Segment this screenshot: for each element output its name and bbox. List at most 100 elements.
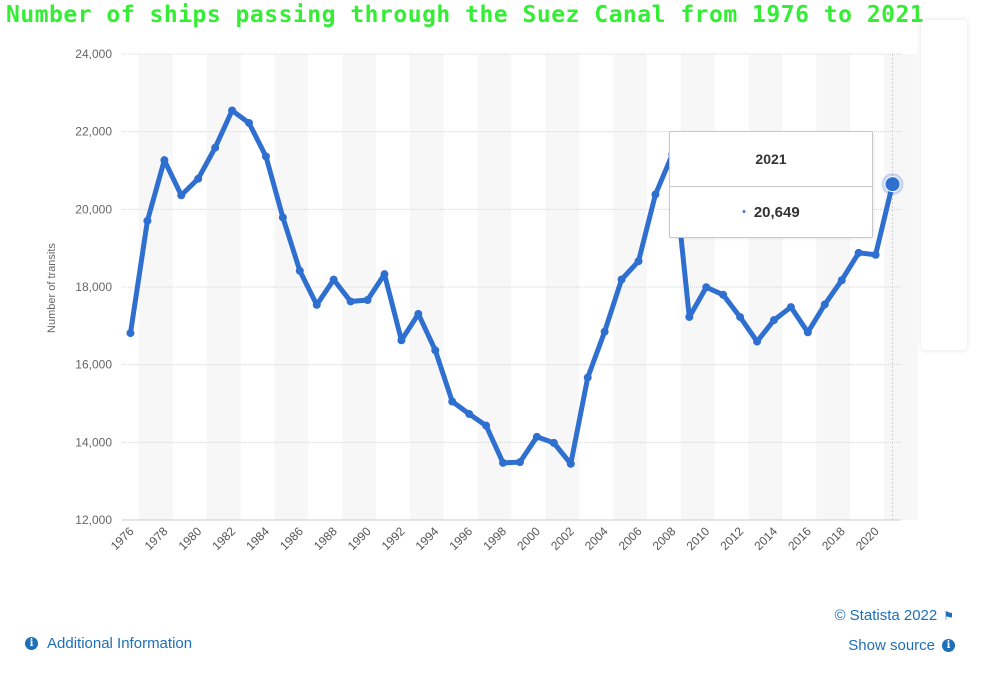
data-point [346, 297, 355, 306]
data-point [380, 270, 389, 279]
data-point [617, 275, 626, 284]
data-point [126, 329, 135, 338]
x-axis [122, 54, 901, 521]
data-point [143, 216, 152, 225]
y-tick-label: 12,000 [75, 513, 112, 527]
x-tick-label: 2008 [650, 524, 679, 553]
data-point [295, 266, 304, 275]
data-point [600, 327, 609, 336]
data-point [211, 143, 220, 152]
statista-copyright-link[interactable]: © Statista 2022 ⚑ [834, 607, 954, 624]
flag-icon: ⚑ [943, 608, 954, 623]
y-tick-label: 14,000 [75, 435, 112, 449]
data-points [126, 106, 904, 468]
data-point [803, 328, 812, 337]
data-point [414, 309, 423, 318]
x-tick-label: 2012 [717, 524, 746, 553]
x-tick-label: 2010 [684, 524, 713, 553]
copyright-label: © Statista 2022 [834, 607, 938, 624]
data-point [769, 316, 778, 325]
data-point [786, 303, 795, 312]
data-point [312, 300, 321, 309]
data-point [482, 421, 491, 430]
y-axis-label: Number of transits [46, 243, 58, 333]
x-tick-label: 1988 [311, 524, 340, 553]
data-point [634, 257, 643, 266]
x-tick-label: 1992 [379, 524, 408, 553]
highlight-point [884, 176, 901, 193]
info-icon: i [25, 637, 38, 650]
data-point [261, 152, 270, 161]
data-point [532, 432, 541, 441]
series-line [127, 108, 896, 467]
data-point [651, 190, 660, 199]
data-point [702, 283, 711, 292]
data-point [499, 458, 508, 467]
x-tick-label: 2002 [548, 524, 577, 553]
data-point [245, 118, 254, 127]
x-tick-label: 1982 [209, 524, 238, 553]
x-tick-label: 2004 [582, 524, 611, 553]
data-point [363, 296, 372, 305]
y-tick-label: 24,000 [75, 47, 112, 61]
data-point [549, 438, 558, 447]
y-axis-tick-labels: 12,000 14,000 16,000 18,000 20,000 22,000 24,0… [75, 47, 112, 527]
data-point [177, 191, 186, 200]
data-point [194, 174, 203, 183]
x-tick-label: 2006 [616, 524, 645, 553]
data-point [820, 300, 829, 309]
x-tick-label: 1984 [243, 524, 272, 553]
data-point [465, 409, 474, 418]
tooltip-year: 2021 [670, 132, 872, 187]
year-band [816, 54, 851, 520]
x-tick-label: 1986 [277, 524, 306, 553]
data-point [278, 213, 287, 222]
year-band [274, 54, 309, 520]
data-point [329, 275, 338, 284]
show-source-label: Show source [848, 637, 935, 654]
data-point [515, 458, 524, 467]
data-point [431, 346, 440, 355]
x-tick-label: 1978 [142, 524, 171, 553]
data-point [871, 250, 880, 259]
x-axis-tick-labels: 1976 1978 1980 1982 1984 1986 1988 1990 1992 1994… [108, 524, 882, 553]
y-tick-label: 16,000 [75, 358, 112, 372]
data-point [566, 459, 575, 468]
source-info-icon: i [942, 639, 955, 652]
year-band [748, 54, 783, 520]
tooltip-value: 20,649 [753, 203, 800, 221]
y-tick-label: 18,000 [75, 280, 112, 294]
x-tick-label: 1996 [447, 524, 476, 553]
data-point [228, 106, 237, 115]
tooltip-series-dot-icon: • [742, 206, 746, 218]
x-tick-label: 2018 [819, 524, 848, 553]
y-tick-label: 20,000 [75, 202, 112, 216]
data-point [736, 313, 745, 322]
x-tick-label: 1976 [108, 524, 137, 553]
x-tick-label: 1980 [176, 524, 205, 553]
x-tick-label: 2020 [853, 524, 882, 553]
data-point [854, 248, 863, 257]
data-point [685, 312, 694, 321]
x-tick-label: 1990 [345, 524, 374, 553]
x-tick-label: 2014 [751, 524, 780, 553]
x-tick-label: 1998 [480, 524, 509, 553]
data-point [397, 336, 406, 345]
side-toolbar-panel[interactable] [921, 20, 967, 350]
data-point [448, 397, 457, 406]
data-point [837, 276, 846, 285]
show-source-link[interactable]: Show source i [848, 637, 955, 654]
data-point [719, 290, 728, 299]
x-tick-label: 2016 [785, 524, 814, 553]
data-point [753, 337, 762, 346]
x-tick-label: 1994 [413, 524, 442, 553]
additional-information-link[interactable]: i Additional Information [25, 635, 192, 652]
data-point [583, 373, 592, 382]
x-tick-label: 2000 [514, 524, 543, 553]
data-point [160, 156, 169, 165]
additional-information-label: Additional Information [47, 635, 193, 652]
chart-title: Number of ships passing through the Suez… [6, 2, 925, 28]
y-tick-label: 22,000 [75, 125, 112, 139]
series-transits [127, 108, 896, 467]
